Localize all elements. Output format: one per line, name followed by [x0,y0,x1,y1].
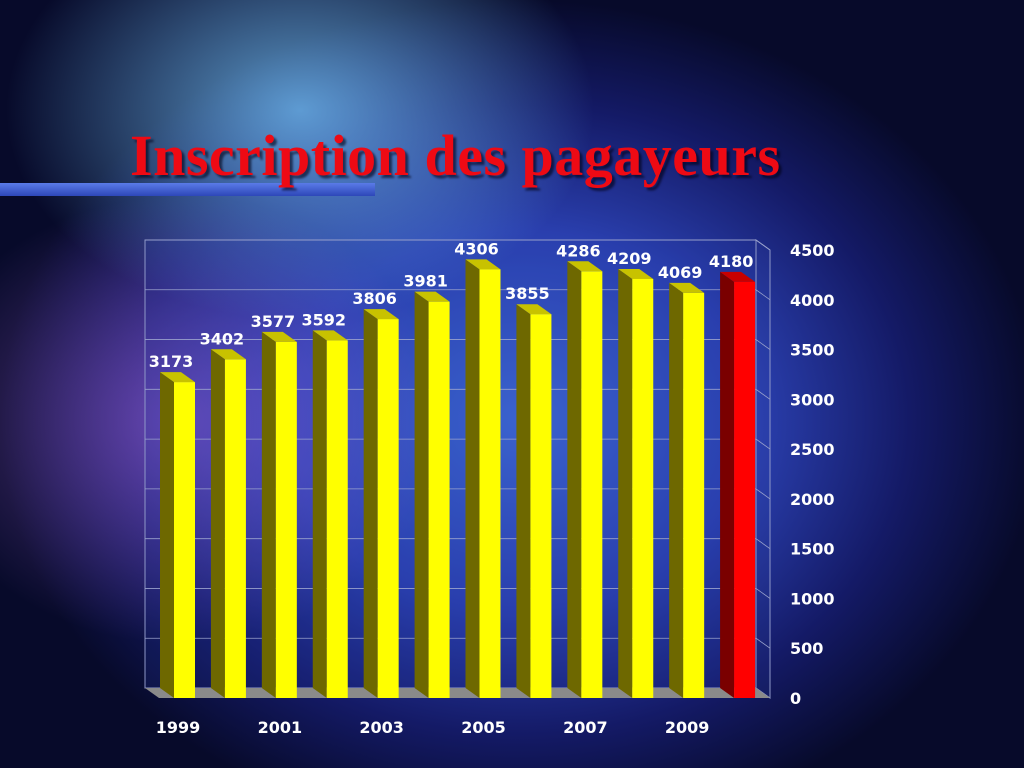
bar-side [720,271,735,698]
bar-value-label: 4069 [658,263,703,282]
bar-side [160,372,174,698]
bar-front [224,359,246,698]
bar-2002 [312,330,348,698]
bar-side [312,330,327,698]
bar-top [516,304,552,315]
chart-grid [144,239,771,699]
bar-value-label: 3592 [301,310,346,329]
bar-value-label: 3577 [251,312,296,331]
bar-1999 [160,372,195,698]
bar-front [683,292,705,698]
bar-2008 [618,268,654,698]
bar-side [669,282,684,698]
bar-top [669,282,705,293]
gridline-side [755,488,771,500]
bar-top [567,261,603,272]
bar-top [363,309,399,320]
bar-top [312,330,348,341]
gridline-side [755,538,771,549]
chart-back-wall [144,239,757,689]
y-tick-label: 500 [790,639,823,658]
bar-value-label: 4286 [556,241,601,260]
x-tick-label: 2005 [461,718,506,737]
chart-side-wall [755,239,771,699]
y-tick-label: 2500 [790,440,835,459]
y-tick-label: 1000 [790,589,835,608]
bar-front [734,281,756,698]
bar-top [210,349,246,360]
x-tick-label: 2001 [258,718,303,737]
bar-value-label: 3173 [149,352,194,371]
title-underline-bar [0,183,375,196]
x-tick-label: 1999 [156,718,201,737]
bar-top [618,268,654,279]
bar-front [479,269,501,698]
gridline-side [755,339,771,350]
bar-value-label: 3806 [352,289,397,308]
bar-top [720,271,756,282]
bar-2007 [567,261,603,698]
y-tick-label: 3000 [790,390,835,409]
bar-top [414,291,450,302]
bar-side [618,268,633,698]
x-tick-label: 2003 [359,718,404,737]
bar-front [275,341,297,698]
bar-2001 [261,331,297,698]
bar-front [632,278,654,698]
bar-value-label: 3402 [200,329,245,348]
y-tick-label: 4500 [790,241,835,260]
bar-top [465,259,501,270]
bar-value-label: 4306 [454,239,499,258]
bar-2000 [210,349,246,698]
page-title: Inscription des pagayeurs [130,123,781,188]
bar-value-label: 3981 [403,272,448,291]
bar-side [210,349,225,698]
gridline-side [755,438,771,450]
bar-front [377,319,399,698]
gridline-side [755,289,771,301]
y-axis-labels: 0 500 1000 1500 2000 2500 3000 3500 4000 4500 [790,241,835,708]
x-axis-labels: 1999 2001 2003 2005 2007 2009 [156,718,710,737]
y-tick-label: 1500 [790,540,835,559]
bar-2010 [720,271,756,698]
y-tick-label: 3500 [790,341,835,360]
bar-front [326,340,348,698]
gridline-side [755,239,771,251]
gridline-side [755,637,771,649]
bar-front [174,382,195,698]
chart-bars: 3173 3402 3577 3592 3806 3981 4306 3855 4286 4209… [149,239,756,698]
bar-side [516,304,531,698]
bar-2009 [669,282,705,698]
gridline-side [755,588,771,599]
bar-side [261,331,276,698]
bar-front [530,314,552,698]
chart-floor [145,688,770,698]
bar-front [428,301,450,698]
bar-side [465,259,480,698]
bar-2005 [465,259,501,698]
gridline-side [755,389,771,400]
bar-2006 [516,304,552,698]
y-tick-label: 0 [790,689,801,708]
bar-value-label: 4180 [709,252,754,271]
x-tick-label: 2009 [665,718,710,737]
bar-value-label: 3855 [505,284,550,303]
bar-2004 [414,291,450,698]
x-tick-label: 2007 [563,718,608,737]
bar-side [363,309,378,698]
bar-top [261,331,297,342]
bar-front [581,271,603,698]
bar-side [567,261,582,698]
bar-2003 [363,309,399,698]
bar-side [414,291,429,698]
bar-value-label: 4209 [607,249,652,268]
y-tick-label: 4000 [790,291,835,310]
y-tick-label: 2000 [790,490,835,509]
bar-top [160,372,195,383]
